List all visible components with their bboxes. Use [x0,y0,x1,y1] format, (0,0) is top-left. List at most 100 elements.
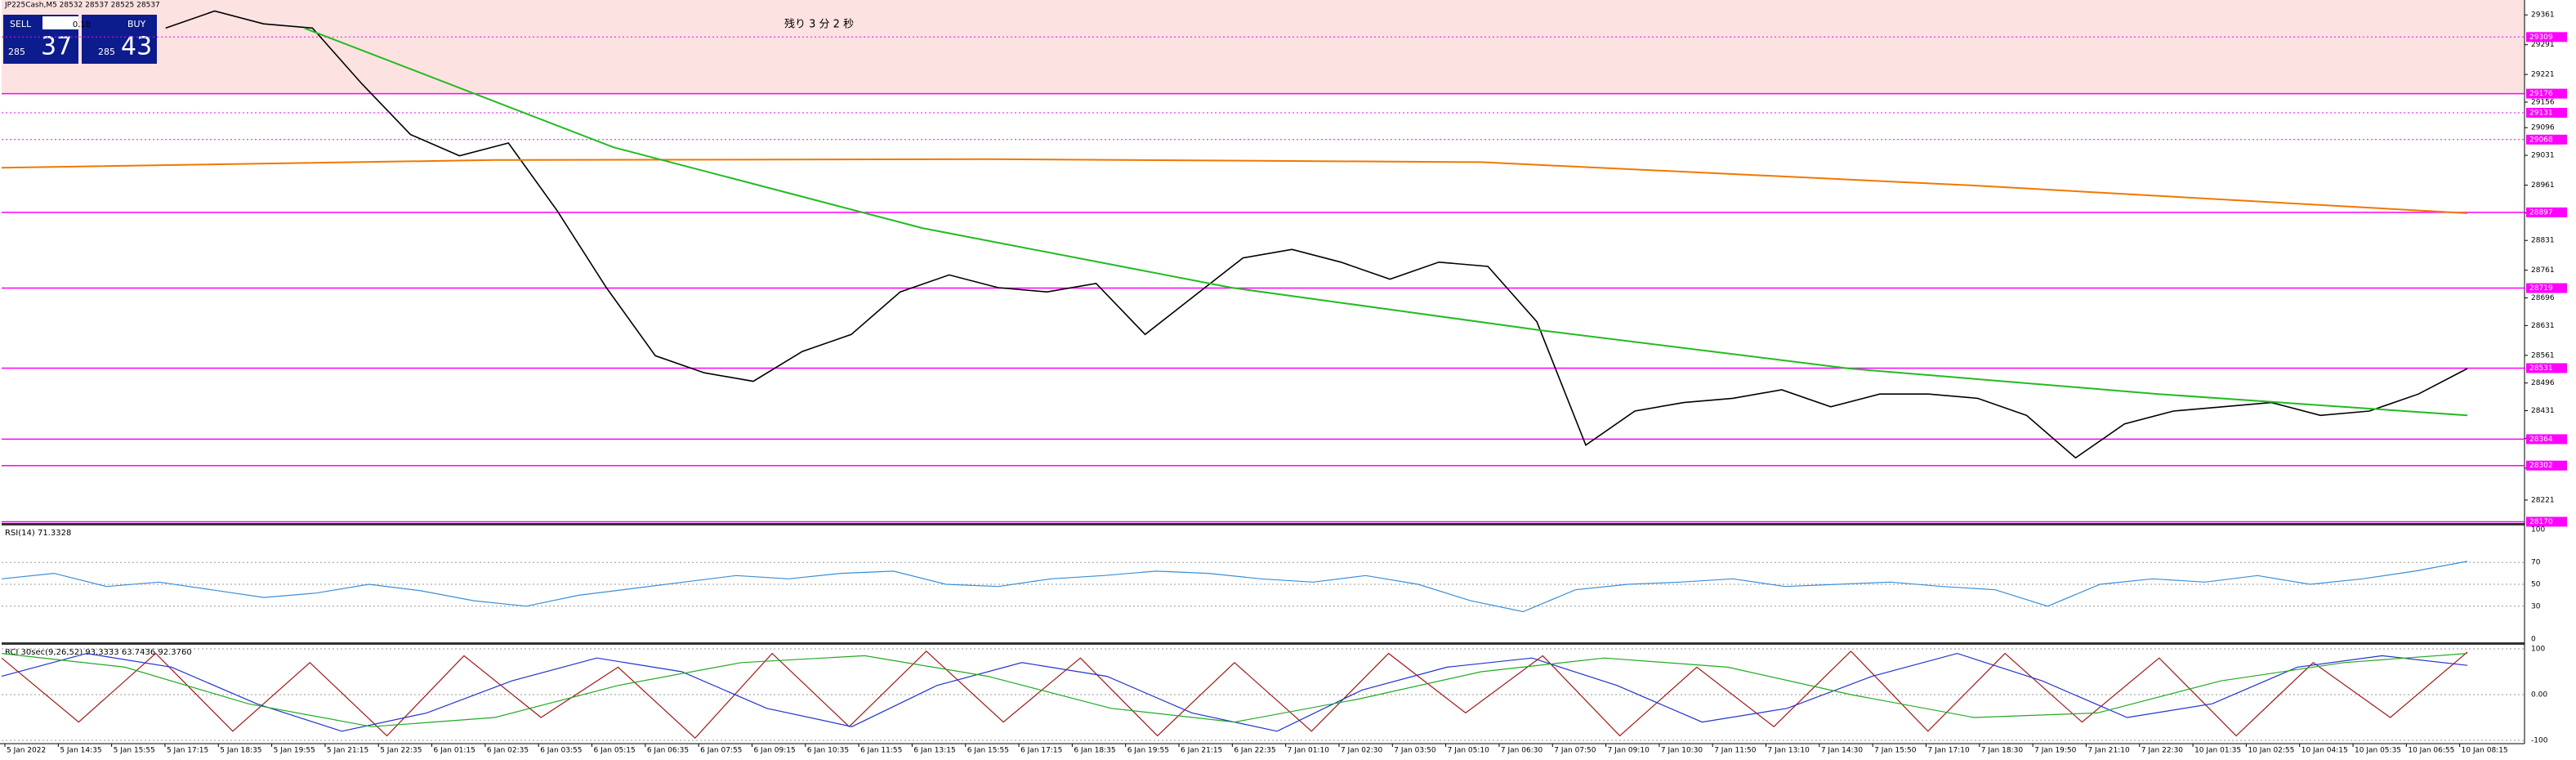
x-tick-label: 6 Jan 07:55 [700,747,742,755]
price-level-tag [2526,107,2567,118]
x-tick-label: 7 Jan 06:30 [1501,747,1543,755]
x-tick-label: 6 Jan 19:55 [1127,747,1169,755]
x-tick-label: 7 Jan 15:50 [1874,747,1917,755]
ma-mid [304,27,2468,417]
x-tick-label: 6 Jan 17:15 [1020,747,1062,755]
price-level-label: 29131 [2529,109,2553,117]
price-level-tag [2526,134,2567,145]
x-tick-label: 5 Jan 21:15 [327,747,368,755]
x-tick-label: 7 Jan 09:10 [1608,747,1650,755]
y-tick-label: 29291 [2531,41,2555,49]
x-tick-label: 5 Jan 2022 [7,747,46,755]
x-tick-label: 10 Jan 08:15 [2462,747,2508,755]
panel-separator [2,523,2525,525]
sell-price-small: 37 [41,33,72,61]
price-level-label: 28719 [2529,284,2553,293]
y-tick-label: 29031 [2531,152,2555,160]
x-tick-label: 7 Jan 22:30 [2141,747,2184,755]
x-tick-label: 6 Jan 13:15 [913,747,955,755]
price-level-label: 29068 [2529,136,2553,144]
buy-label[interactable]: BUY [127,19,146,29]
x-tick-label: 6 Jan 02:35 [487,747,529,755]
price-level-tag [2526,32,2567,42]
price [165,10,2468,459]
x-tick-label: 5 Jan 15:55 [114,747,155,755]
rsi-label: RSI(14) 71.3328 [5,529,71,538]
price-level-tag [2526,88,2567,99]
rci-label: RCI 30sec(9,26,52) 93.3333 63.7436 92.37… [5,648,192,657]
x-tick-label: 7 Jan 02:30 [1341,747,1383,755]
x-tick-label: 7 Jan 10:30 [1661,747,1703,755]
x-tick-label: 7 Jan 11:50 [1714,747,1757,755]
resistance-zone [2,0,2525,94]
y-tick-label: 29361 [2531,11,2555,20]
price-level-tag [2526,283,2567,293]
x-tick-label: 6 Jan 11:55 [860,747,902,755]
x-tick-label: 7 Jan 13:10 [1768,747,1810,755]
x-tick-label: 6 Jan 01:15 [434,747,475,755]
price-level-label: 28302 [2529,462,2553,470]
x-tick-label: 5 Jan 17:15 [167,747,208,755]
lot-box[interactable] [42,16,78,29]
price-level-tag [2526,460,2567,471]
x-tick-label: 6 Jan 09:15 [753,747,795,755]
x-tick-label: 6 Jan 22:35 [1234,747,1275,755]
x-tick-label: 6 Jan 10:35 [807,747,849,755]
price-level-label: 28531 [2529,364,2553,373]
y-tick-label: 28631 [2531,322,2555,330]
rsi-tick-label: 50 [2531,581,2541,589]
rci-tick-label: 0.00 [2531,691,2547,700]
x-tick-label: 10 Jan 01:35 [2194,747,2241,755]
x-tick-label: 7 Jan 03:50 [1394,747,1436,755]
buy-price-big: 285 [98,47,115,57]
price-level-label: 28897 [2529,208,2553,217]
x-tick-label: 7 Jan 21:10 [2087,747,2130,755]
rsi-tick-label: 30 [2531,602,2541,610]
rsi-tick-label: 70 [2531,559,2541,567]
rci-tick-label: 100 [2531,646,2545,654]
buy-panel[interactable] [82,15,157,64]
x-tick-label: 6 Jan 05:15 [594,747,636,755]
rsi-line [1,561,2468,613]
x-tick-label: 10 Jan 02:55 [2248,747,2294,755]
rci-tick-label: -100 [2531,737,2548,745]
ma-long [1,158,2468,214]
rci-52 [1,653,2468,727]
x-tick-label: 7 Jan 19:50 [2034,747,2077,755]
price-level-label: 29309 [2529,34,2553,42]
x-tick-label: 7 Jan 14:30 [1821,747,1864,755]
x-tick-label: 7 Jan 07:50 [1554,747,1596,755]
x-tick-label: 7 Jan 18:30 [1981,747,2024,755]
x-tick-label: 10 Jan 04:15 [2301,747,2348,755]
trade-panel: SELL BUY 0.10 285 37 285 43 [3,15,157,64]
y-tick-label: 28221 [2531,496,2555,504]
y-tick-label: 28831 [2531,237,2555,245]
x-tick-label: 6 Jan 15:55 [967,747,1009,755]
x-tick-label: 5 Jan 18:35 [220,747,261,755]
rsi-tick-label: 100 [2531,526,2545,534]
y-tick-label: 28761 [2531,266,2555,275]
y-tick-label: 29096 [2531,124,2555,132]
y-tick-label: 29221 [2531,71,2555,79]
price-level-tag [2526,434,2567,445]
x-tick-label: 6 Jan 18:35 [1074,747,1115,755]
x-tick-label: 7 Jan 05:10 [1448,747,1490,755]
x-tick-label: 6 Jan 21:15 [1181,747,1222,755]
y-tick-label: 28496 [2531,379,2555,387]
lot-size[interactable]: 0.10 [73,20,91,29]
price-level-tag [2526,207,2567,217]
y-tick-label: 28561 [2531,351,2555,360]
price-level-label: 28170 [2529,518,2553,526]
y-tick-label: 28696 [2531,294,2555,302]
x-tick-label: 6 Jan 03:55 [540,747,582,755]
y-tick-label: 29156 [2531,98,2555,106]
y-tick-label: 28431 [2531,407,2555,415]
price-level-tag [2526,516,2567,527]
x-tick-label: 5 Jan 22:35 [380,747,422,755]
sell-label[interactable]: SELL [10,19,32,29]
x-tick-label: 7 Jan 01:10 [1288,747,1330,755]
x-tick-label: 6 Jan 06:35 [647,747,689,755]
sell-price-big: 285 [8,47,25,57]
